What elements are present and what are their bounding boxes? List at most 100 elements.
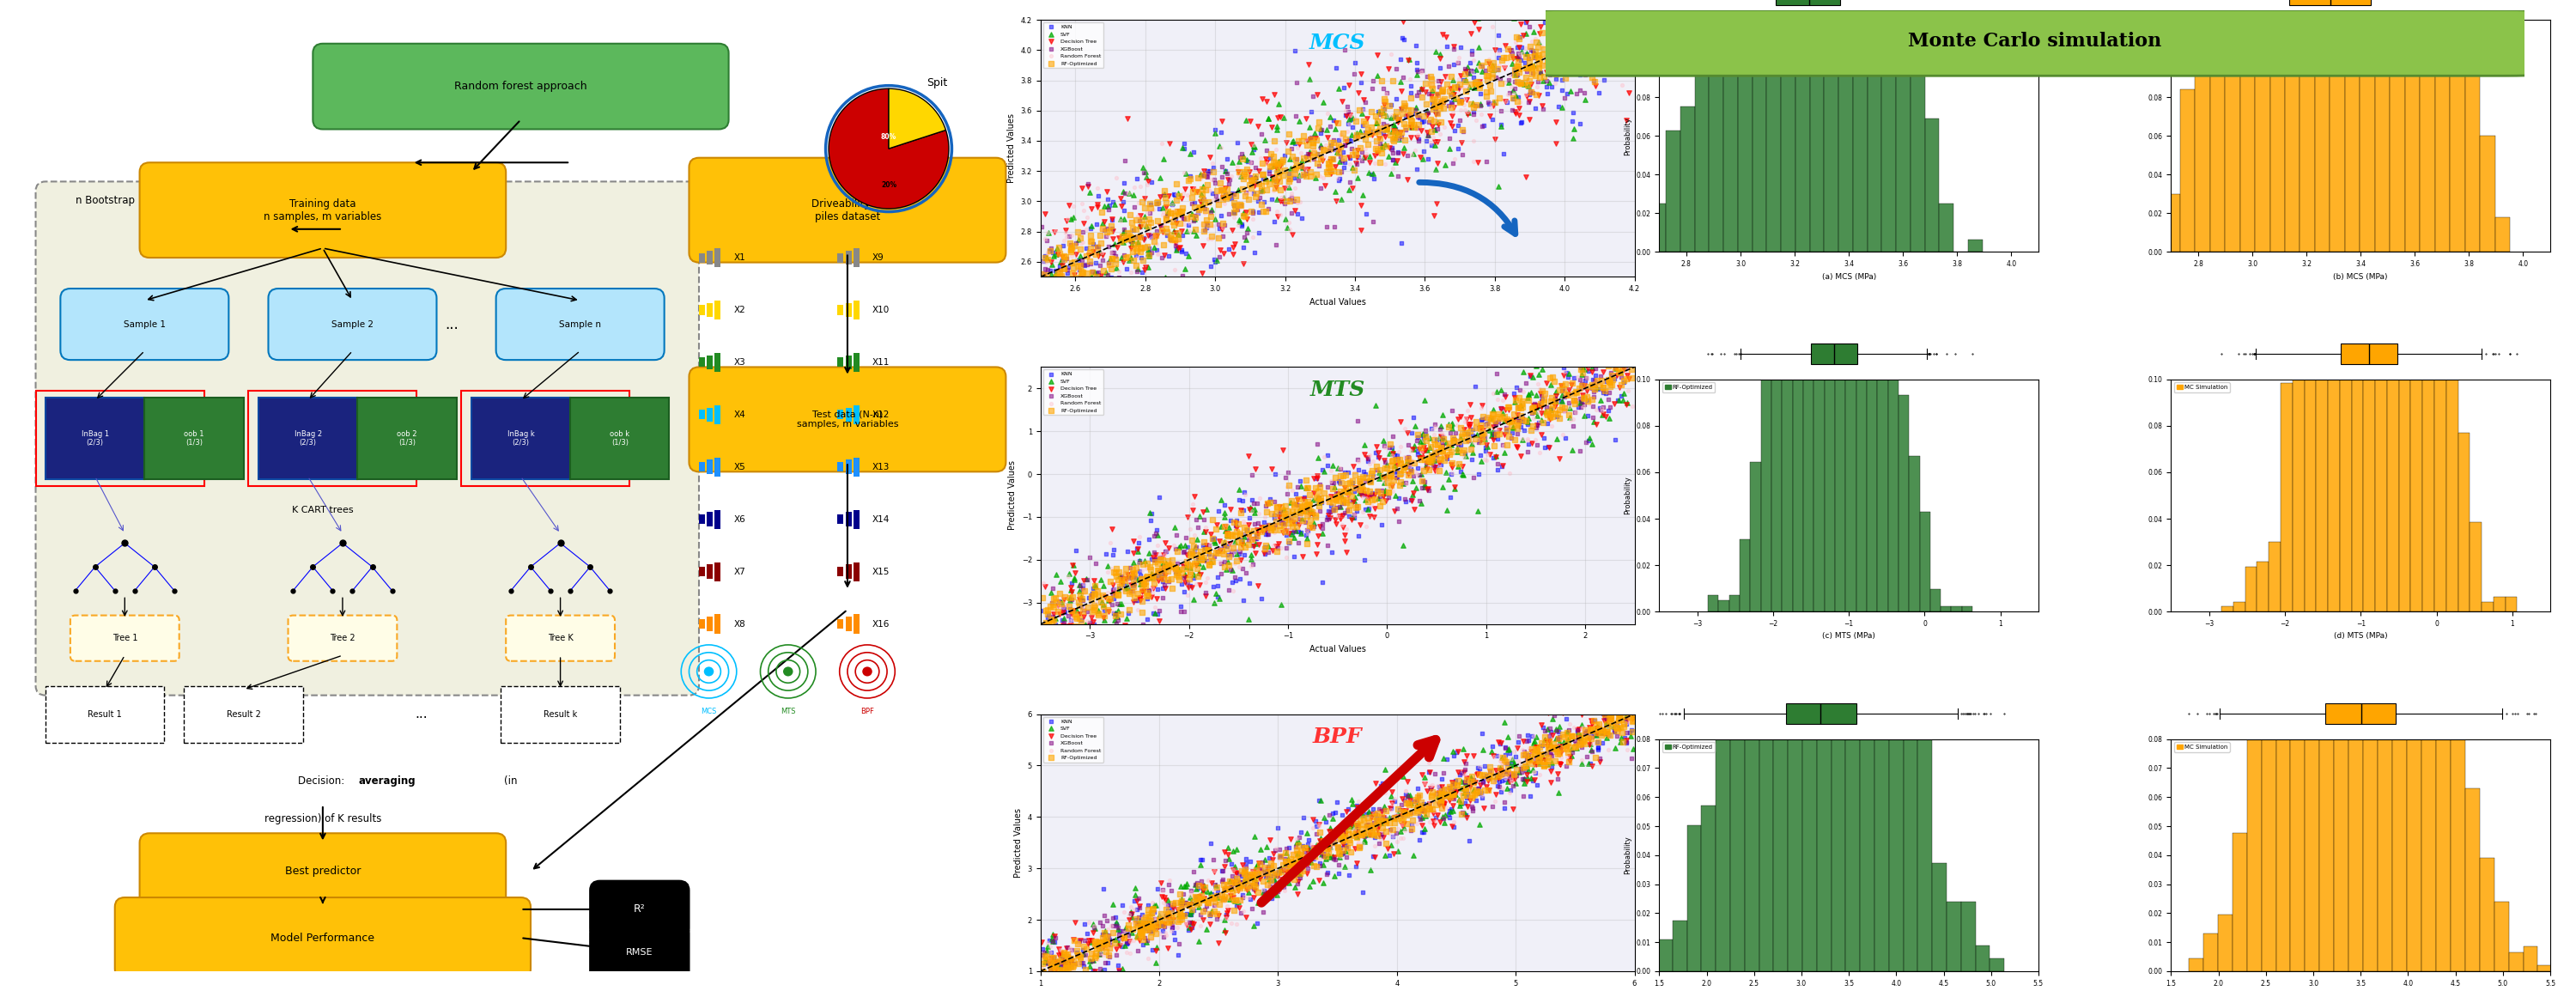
SVF <box>1146 892 1188 908</box>
RF-Optimized <box>1510 422 1551 438</box>
RF-Optimized <box>1466 67 1507 83</box>
XGBoost <box>1043 623 1084 639</box>
KNN <box>1069 590 1110 606</box>
SVF <box>1260 597 1301 612</box>
RF-Optimized <box>1190 209 1231 225</box>
Bar <box>1878 0 1888 611</box>
Random Forest <box>1432 465 1473 481</box>
RF-Optimized <box>1504 746 1546 762</box>
Random Forest <box>1468 52 1510 67</box>
KNN <box>1376 470 1417 486</box>
Random Forest <box>1334 480 1376 496</box>
Decision Tree <box>1216 866 1257 882</box>
XGBoost <box>1538 46 1579 61</box>
Decision Tree <box>1327 488 1368 503</box>
SVF <box>1095 236 1136 252</box>
SVF <box>1345 834 1386 850</box>
RF-Optimized <box>1443 445 1484 461</box>
XGBoost <box>1270 189 1311 205</box>
SVF <box>1082 215 1123 231</box>
RF-Optimized <box>1182 216 1224 232</box>
RF-Optimized <box>1216 871 1257 887</box>
Decision Tree <box>1139 218 1180 234</box>
Random Forest <box>1273 499 1314 515</box>
SVF <box>1224 205 1265 221</box>
Text: averaging: averaging <box>358 775 415 787</box>
SVF <box>1182 559 1224 575</box>
RF-Optimized <box>1600 706 1641 721</box>
Decision Tree <box>1118 933 1159 948</box>
RF-Optimized <box>1528 739 1569 755</box>
XGBoost <box>1126 915 1167 931</box>
XGBoost <box>1084 908 1126 924</box>
SVF <box>1391 488 1432 503</box>
SVF <box>1319 846 1360 862</box>
SVF <box>1133 897 1175 913</box>
Random Forest <box>1430 435 1471 451</box>
SVF <box>1468 423 1510 439</box>
RF-Optimized <box>1074 936 1115 951</box>
RF-Optimized <box>1265 192 1306 208</box>
Random Forest <box>1381 829 1422 845</box>
SVF <box>1566 0 1607 4</box>
SVF <box>1195 125 1236 141</box>
RF-Optimized <box>1182 190 1224 206</box>
XGBoost <box>1345 94 1386 110</box>
Decision Tree <box>1023 296 1064 312</box>
Decision Tree <box>1051 606 1092 622</box>
Decision Tree <box>1337 800 1378 816</box>
Random Forest <box>1481 752 1522 768</box>
XGBoost <box>1072 588 1113 604</box>
Random Forest <box>1082 932 1123 947</box>
Random Forest <box>1255 169 1296 185</box>
KNN <box>1602 375 1643 390</box>
Decision Tree <box>1262 442 1303 458</box>
Decision Tree <box>1139 572 1180 588</box>
Decision Tree <box>1072 609 1113 625</box>
KNN <box>1352 801 1394 817</box>
Decision Tree <box>1262 524 1303 540</box>
SVF <box>1079 946 1121 962</box>
KNN <box>1528 438 1569 454</box>
KNN <box>1221 493 1262 508</box>
RF-Optimized <box>1159 912 1200 928</box>
SVF <box>1461 96 1502 112</box>
RF-Optimized <box>1113 921 1154 936</box>
Decision Tree <box>1121 584 1162 600</box>
Random Forest <box>1419 782 1461 798</box>
RF-Optimized <box>1533 58 1574 74</box>
RF-Optimized <box>1370 458 1412 474</box>
RF-Optimized <box>1340 839 1381 855</box>
KNN <box>1340 839 1381 855</box>
XGBoost <box>1610 685 1651 701</box>
SVF <box>1561 755 1602 771</box>
SVF <box>1146 555 1188 571</box>
RF-Optimized <box>1520 69 1561 85</box>
SVF <box>1517 407 1558 423</box>
RF-Optimized <box>1236 884 1278 900</box>
Decision Tree <box>1574 704 1615 719</box>
SVF <box>1113 554 1154 570</box>
Decision Tree <box>1455 775 1497 791</box>
SVF <box>1154 223 1195 239</box>
Random Forest <box>1453 154 1494 169</box>
KNN <box>1226 854 1267 870</box>
RF-Optimized <box>1046 945 1087 961</box>
RF-Optimized <box>1512 65 1553 81</box>
XGBoost <box>1061 257 1103 273</box>
XGBoost <box>1571 743 1613 759</box>
KNN <box>1146 908 1188 924</box>
XGBoost <box>1489 72 1530 88</box>
Decision Tree <box>1381 791 1422 807</box>
Random Forest <box>1303 149 1345 165</box>
RF-Optimized <box>1170 897 1211 913</box>
RF-Optimized <box>1249 146 1291 162</box>
KNN <box>1455 793 1497 809</box>
KNN <box>1206 152 1247 167</box>
RF-Optimized <box>1589 702 1631 717</box>
SVF <box>1507 762 1548 778</box>
KNN <box>1311 805 1352 821</box>
SVF <box>1198 591 1239 606</box>
SVF <box>1404 821 1445 836</box>
SVF <box>1391 795 1432 811</box>
